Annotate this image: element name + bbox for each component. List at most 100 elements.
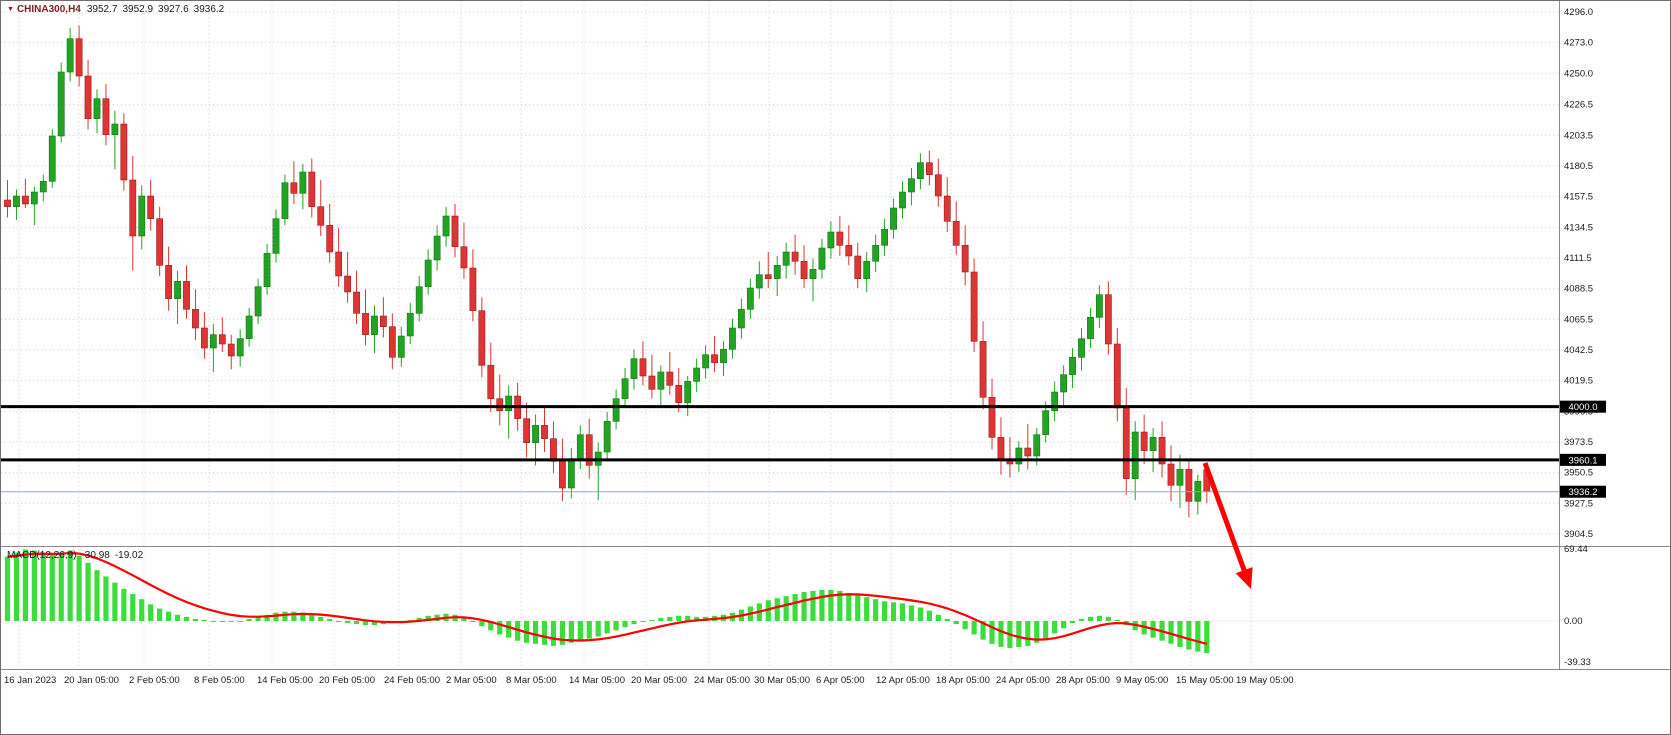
macd-tick-label: -39.33 [1564, 657, 1591, 668]
macd-bar [4, 556, 11, 621]
price-tick-label: 4180.5 [1564, 161, 1593, 172]
bear-candle [192, 309, 199, 329]
macd-bar [792, 594, 798, 621]
open-value: 3952.7 [86, 4, 118, 15]
macd-bar [595, 621, 601, 637]
price-tick-label: 4019.5 [1564, 376, 1593, 387]
bull-candle [57, 71, 65, 137]
bear-candle [290, 182, 298, 194]
macd-bar [255, 616, 261, 621]
bear-candle [979, 341, 987, 398]
bear-candle [550, 438, 557, 462]
bear-candle [120, 123, 128, 181]
macd-bar [407, 619, 413, 621]
macd-bar [85, 562, 91, 621]
bull-candle [603, 421, 611, 453]
svg-text:4000.0: 4000.0 [1568, 402, 1597, 413]
bear-candle [558, 461, 566, 489]
bear-candle [1104, 294, 1112, 345]
macd-bar [425, 615, 431, 621]
bear-candle [469, 267, 477, 311]
macd-bar [291, 611, 297, 621]
bear-candle [1113, 343, 1121, 409]
macd-bar [577, 621, 583, 641]
bull-candle [532, 425, 539, 443]
macd-bar [174, 614, 181, 621]
macd-bar [989, 621, 995, 644]
time-label: 2 Feb 05:00 [129, 675, 180, 686]
macd-bar [336, 621, 342, 622]
macd-bar [935, 614, 941, 621]
macd-bar [873, 599, 879, 621]
bear-candle [1158, 437, 1166, 465]
macd-bar [112, 582, 118, 621]
macd-tick-label: 69.44 [1564, 544, 1588, 555]
bull-candle [1131, 431, 1139, 479]
macd-bar [76, 555, 82, 621]
macd-bar [613, 621, 619, 631]
bull-candle [1096, 294, 1103, 318]
bear-candle [648, 375, 656, 390]
macd-bar [882, 601, 888, 621]
symbol-dropdown-icon[interactable]: ▼ [7, 6, 14, 13]
macd-bar [622, 621, 628, 628]
bear-candle [147, 195, 155, 219]
macd-bar [1087, 616, 1094, 621]
bull-candle [737, 309, 745, 329]
macd-bar [899, 603, 906, 621]
macd-bar [917, 607, 923, 621]
macd-bar [219, 621, 225, 623]
trend-arrow[interactable] [1202, 462, 1253, 589]
macd-bar [1025, 621, 1031, 646]
bull-candle [93, 98, 101, 119]
macd-bar [1052, 621, 1058, 634]
bear-candle [791, 251, 799, 262]
macd-bar [273, 612, 279, 621]
bull-candle [916, 162, 924, 179]
macd-bar [631, 621, 637, 625]
bull-candle [30, 191, 38, 205]
macd-bar [864, 597, 870, 621]
macd-bar [1186, 621, 1192, 650]
macd-tick-label: 0.00 [1564, 616, 1583, 627]
macd-bar [497, 621, 503, 635]
bear-candle [639, 358, 647, 377]
bull-candle [1176, 469, 1184, 486]
bull-candle [1042, 410, 1050, 435]
price-tick-label: 4088.5 [1564, 284, 1593, 295]
macd-name: MACD(12,26,9) [7, 550, 77, 561]
bull-candle [281, 182, 289, 219]
macd-bar [1078, 618, 1085, 621]
bear-candle [201, 327, 208, 349]
macd-bar [264, 614, 270, 621]
macd-bar [13, 552, 20, 621]
bull-candle [782, 251, 790, 266]
time-label: 15 May 05:00 [1176, 675, 1234, 686]
bear-candle [854, 255, 862, 279]
bull-candle [881, 229, 888, 246]
bull-candle [442, 215, 450, 237]
macd-bar [765, 600, 771, 621]
macd-bar [470, 621, 476, 623]
macd-bar [846, 593, 852, 621]
macd-bar [1043, 621, 1049, 639]
bull-candle [827, 231, 835, 249]
bull-candle [729, 327, 736, 350]
macd-bar [774, 598, 780, 621]
bull-candle [371, 315, 378, 335]
macd-bar [121, 588, 127, 621]
svg-text:3936.2: 3936.2 [1568, 487, 1597, 498]
bull-candle [1033, 434, 1041, 457]
macd-bar [166, 611, 172, 621]
time-label: 19 May 05:00 [1236, 675, 1294, 686]
bull-candle [397, 335, 405, 358]
bear-candle [156, 218, 164, 266]
bear-candle [675, 385, 683, 403]
bear-candle [487, 365, 495, 399]
macd-bar [22, 549, 28, 621]
time-axis[interactable]: 16 Jan 2023 20 Jan 05:00 2 Feb 05:00 8 Feb … [4, 675, 1294, 686]
price-axis[interactable]: 4296.0 4273.0 4250.0 4226.5 4203.5 4180.5 4157… [1560, 7, 1606, 668]
bear-candle [460, 246, 468, 269]
